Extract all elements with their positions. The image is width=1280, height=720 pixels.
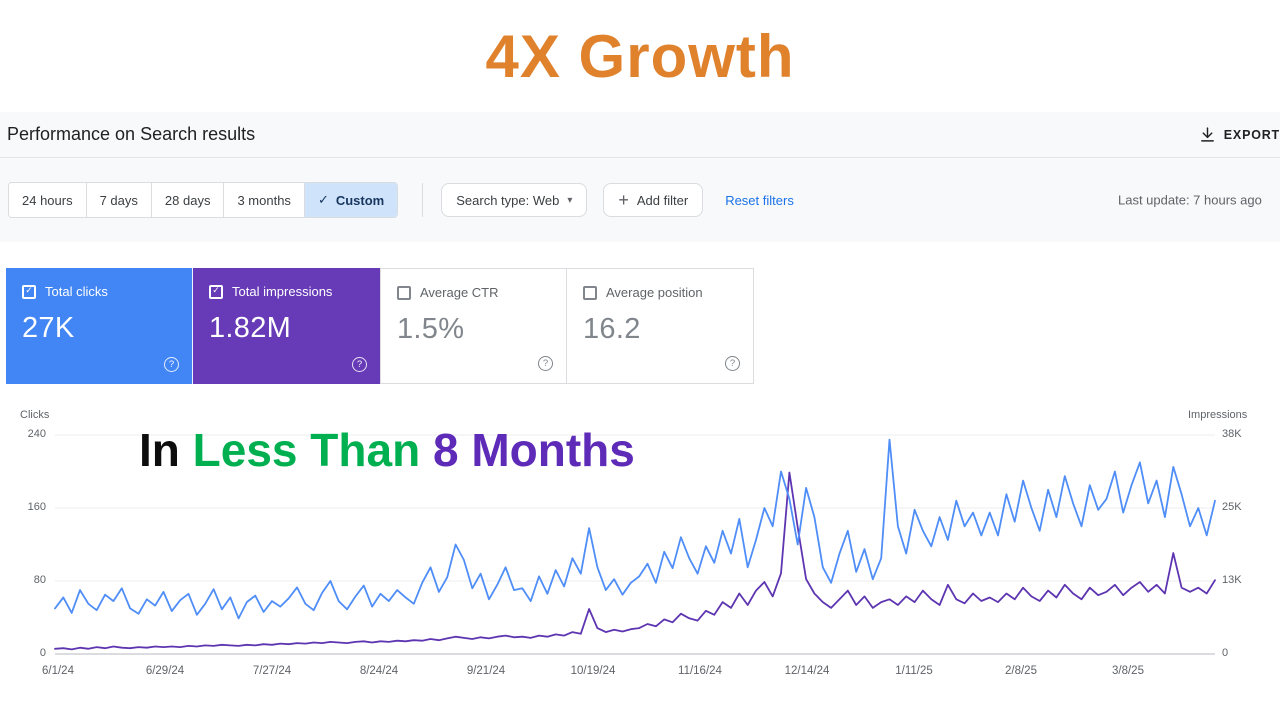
x-tick-label: 10/19/24 bbox=[570, 665, 616, 677]
overlay-word-in: In bbox=[139, 424, 180, 476]
x-tick-label: 11/16/24 bbox=[678, 665, 722, 677]
help-icon[interactable]: ? bbox=[538, 356, 553, 371]
x-tick-label: 6/29/24 bbox=[145, 665, 185, 677]
x-tick-label: 3/8/25 bbox=[1112, 665, 1144, 677]
average-position-card[interactable]: Average position 16.2 ? bbox=[567, 268, 754, 384]
performance-chart: Clicks Impressions 240 160 80 0 38K 25K 13K 0 … bbox=[0, 395, 1280, 710]
card-header: ✓ Total clicks bbox=[22, 284, 176, 299]
x-tick-label: 2/8/25 bbox=[1005, 665, 1037, 677]
date-chip-28-days[interactable]: 28 days bbox=[151, 183, 225, 217]
total-clicks-line bbox=[54, 438, 1216, 620]
vertical-divider bbox=[422, 183, 424, 217]
plus-icon: + bbox=[618, 190, 629, 210]
overlay-word-less-than: Less Than bbox=[192, 424, 421, 476]
right-axis-label: Impressions bbox=[1188, 409, 1248, 421]
y-left-tick-label: 240 bbox=[27, 428, 46, 440]
card-header: ✓ Total impressions bbox=[209, 284, 364, 299]
average-position-checkbox[interactable] bbox=[583, 285, 597, 300]
metric-value: 16.2 bbox=[583, 313, 641, 345]
x-tick-label: 9/21/24 bbox=[466, 665, 506, 677]
card-header: Average position bbox=[583, 285, 737, 300]
metric-value: 27K bbox=[22, 312, 75, 344]
checkmark-icon: ✓ bbox=[317, 192, 329, 208]
metric-value: 1.82M bbox=[209, 312, 292, 344]
date-chip-24-hours[interactable]: 24 hours bbox=[9, 183, 87, 217]
date-chip-3-months[interactable]: 3 months bbox=[224, 183, 305, 217]
filter-bar: 24 hours 7 days 28 days 3 months ✓ Custo… bbox=[0, 158, 1280, 242]
search-type-label: Search type: Web bbox=[456, 192, 560, 208]
export-button[interactable]: EXPORT bbox=[1199, 112, 1280, 157]
y-right-tick-label: 38K bbox=[1222, 428, 1242, 440]
x-tick-label: 7/27/24 bbox=[252, 665, 292, 677]
metric-label: Total clicks bbox=[45, 284, 108, 299]
metric-label: Average CTR bbox=[420, 285, 499, 300]
metric-value: 1.5% bbox=[397, 313, 465, 345]
reset-filters-link[interactable]: Reset filters bbox=[725, 192, 794, 208]
add-filter-button[interactable]: + Add filter bbox=[603, 183, 704, 217]
card-header: Average CTR bbox=[397, 285, 550, 300]
chart-plot bbox=[54, 434, 1216, 655]
last-update-text: Last update: 7 hours ago bbox=[1118, 192, 1262, 208]
add-filter-label: Add filter bbox=[636, 192, 689, 208]
x-tick-label: 6/1/24 bbox=[42, 665, 74, 677]
y-left-tick-label: 80 bbox=[33, 574, 46, 586]
y-right-tick-label: 25K bbox=[1222, 501, 1242, 513]
overlay-word-8-months: 8 Months bbox=[432, 424, 635, 476]
banner-title: 4X Growth bbox=[485, 22, 795, 90]
total-clicks-card[interactable]: ✓ Total clicks 27K ? bbox=[6, 268, 193, 384]
help-icon[interactable]: ? bbox=[725, 356, 740, 371]
date-chip-custom-label: Custom bbox=[335, 192, 385, 208]
download-icon bbox=[1200, 127, 1214, 142]
y-right-tick-label: 0 bbox=[1222, 647, 1229, 659]
page-header: Performance on Search results EXPORT bbox=[0, 112, 1280, 158]
page-title: Performance on Search results bbox=[7, 124, 256, 144]
y-right-tick-label: 13K bbox=[1222, 574, 1242, 586]
x-tick-label: 1/11/25 bbox=[895, 665, 933, 677]
x-tick-label: 12/14/24 bbox=[784, 665, 830, 677]
metric-cards: ✓ Total clicks 27K ? ✓ Total impressions… bbox=[6, 268, 754, 384]
total-impressions-checkbox[interactable]: ✓ bbox=[209, 284, 223, 299]
date-chip-custom[interactable]: ✓ Custom bbox=[304, 183, 398, 217]
y-left-tick-label: 0 bbox=[39, 647, 46, 659]
x-tick-label: 8/24/24 bbox=[359, 665, 399, 677]
date-range-group: 24 hours 7 days 28 days 3 months ✓ Custo… bbox=[8, 182, 399, 218]
average-ctr-card[interactable]: Average CTR 1.5% ? bbox=[380, 268, 567, 384]
search-type-dropdown[interactable]: Search type: Web ▾ bbox=[441, 183, 588, 217]
metric-label: Total impressions bbox=[232, 284, 333, 299]
export-label: EXPORT bbox=[1223, 127, 1280, 142]
total-impressions-line bbox=[54, 471, 1216, 651]
y-left-tick-label: 160 bbox=[27, 501, 46, 513]
total-impressions-card[interactable]: ✓ Total impressions 1.82M ? bbox=[193, 268, 380, 384]
help-icon[interactable]: ? bbox=[352, 357, 367, 372]
date-chip-7-days[interactable]: 7 days bbox=[86, 183, 152, 217]
overlay-headline: In Less Than 8 Months bbox=[139, 423, 635, 477]
metric-label: Average position bbox=[606, 285, 703, 300]
left-axis-label: Clicks bbox=[20, 409, 50, 421]
help-icon[interactable]: ? bbox=[164, 357, 179, 372]
total-clicks-checkbox[interactable]: ✓ bbox=[22, 284, 36, 299]
average-ctr-checkbox[interactable] bbox=[397, 285, 411, 300]
chevron-down-icon: ▾ bbox=[567, 194, 573, 206]
growth-banner: 4X Growth bbox=[0, 0, 1280, 112]
